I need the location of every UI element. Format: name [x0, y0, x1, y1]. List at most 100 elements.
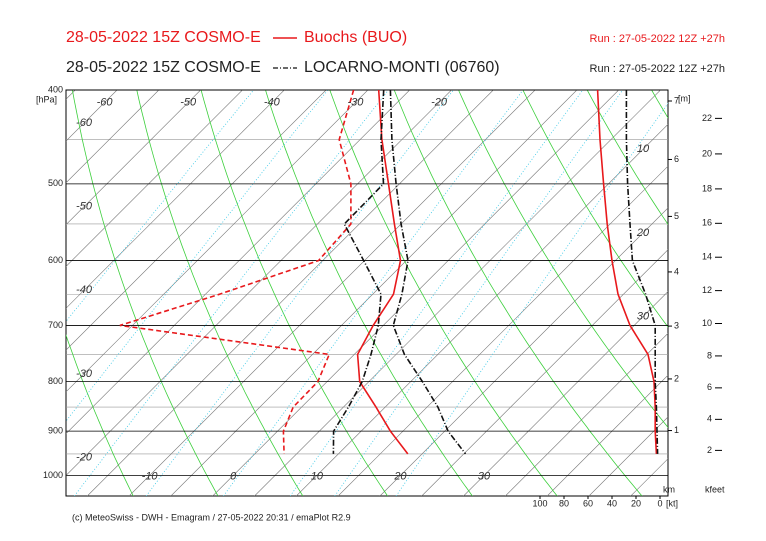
- isotherm-label: 30: [478, 470, 491, 482]
- run-info: Run : 27-05-2022 12Z +27h: [590, 63, 725, 75]
- wind-tick-label: 80: [559, 498, 569, 508]
- isotherm: [254, 90, 661, 496]
- isotherm-label: 10: [311, 470, 324, 482]
- wind-tick-label: 100: [532, 498, 547, 508]
- km-tick-label: 3: [674, 320, 679, 330]
- isotherm-label: -30: [76, 368, 93, 380]
- footer: (c) MeteoSwiss - DWH - Emagram / 27-05-2…: [72, 512, 351, 522]
- y-axis-label: [hPa]: [36, 94, 57, 104]
- wind-tick-label: 20: [631, 498, 641, 508]
- isotherm: [66, 90, 369, 393]
- dewpoint-line: [119, 90, 355, 454]
- temperature-line: [389, 90, 467, 455]
- kfeet-tick-label: 12: [702, 285, 712, 295]
- data: [119, 90, 659, 455]
- isotherm: [66, 90, 327, 351]
- kfeet-tick-label: 20: [702, 148, 712, 158]
- y-tick-label: 900: [48, 426, 63, 436]
- isotherm-label: -10: [142, 470, 159, 482]
- isotherm: [66, 90, 285, 309]
- isotherm: [66, 90, 201, 226]
- y-tick-label: 600: [48, 255, 63, 265]
- kfeet-tick-label: 14: [702, 252, 712, 262]
- isotherm-label: 20: [393, 470, 407, 482]
- dry-adiabat: [522, 90, 668, 328]
- isotherm: [673, 90, 766, 496]
- kfeet-tick-label: 8: [707, 350, 712, 360]
- wind-tick-label: 0: [657, 498, 662, 508]
- km-tick-label: 7: [674, 95, 679, 105]
- isotherm: [66, 90, 160, 184]
- isotherm: [505, 332, 668, 496]
- isotherm: [66, 90, 76, 100]
- dry-adiabat: [200, 90, 388, 496]
- isotherm: [337, 165, 668, 496]
- isotherm-label: -50: [180, 96, 197, 108]
- dry-adiabat: [0, 90, 49, 496]
- mixing-ratio: [145, 90, 454, 496]
- kfeet-tick-label: 4: [707, 414, 712, 424]
- km-tick-label: 4: [674, 266, 679, 276]
- title-prefix: 28-05-2022 15Z COSMO-E: [66, 59, 261, 76]
- grid: [0, 90, 766, 496]
- dry-adiabat: [329, 90, 558, 496]
- y-tick-label: 1000: [43, 470, 63, 480]
- isotherm: [170, 90, 578, 496]
- isotherm-label: -50: [76, 201, 93, 213]
- wind-tick-label: 40: [607, 498, 617, 508]
- plot-frame: [65, 89, 669, 497]
- isotherm: [66, 90, 410, 435]
- isotherm: [714, 90, 766, 496]
- kfeet-tick-label: 18: [702, 183, 712, 193]
- dewpoint-line: [332, 90, 385, 454]
- isotherm: [296, 123, 668, 496]
- km-label: km: [663, 484, 675, 494]
- dry-adiabat: [716, 90, 766, 496]
- dry-adiabat: [72, 90, 219, 496]
- dry-adiabat: [265, 90, 473, 496]
- legend-label: LOCARNO-MONTI (06760): [304, 59, 500, 76]
- wind-tick-label: 60: [583, 498, 593, 508]
- dry-adiabat: [136, 90, 304, 496]
- kfeet-tick-label: 16: [702, 218, 712, 228]
- isotherm-label: 0: [230, 470, 237, 482]
- isotherm-label: 10: [637, 143, 650, 155]
- km-tick-label: 5: [674, 211, 679, 221]
- dry-adiabat: [66, 333, 134, 496]
- y-tick-label: 400: [48, 84, 63, 94]
- isotherm: [546, 374, 668, 496]
- kfeet-tick-label: 6: [707, 382, 712, 392]
- isotherm-label: -40: [76, 284, 93, 296]
- y-tick-label: 800: [48, 376, 63, 386]
- kfeet-label: kfeet: [705, 484, 725, 494]
- isotherm-label: -60: [76, 117, 93, 129]
- isotherm: [421, 249, 668, 496]
- isotherm-label: -20: [76, 451, 93, 463]
- title-prefix: 28-05-2022 15Z COSMO-E: [66, 29, 261, 46]
- y-tick-label: 700: [48, 320, 63, 330]
- dry-adiabat: [393, 90, 643, 496]
- mixing-ratio: [223, 90, 524, 496]
- mixing-ratio: [289, 90, 584, 496]
- wind-speed-line: [625, 90, 659, 454]
- isotherm-label: -20: [431, 96, 448, 108]
- isotherm-label: -30: [347, 96, 364, 108]
- isotherm: [87, 90, 494, 496]
- wind-speed-line: [596, 90, 658, 454]
- temperature-line: [356, 90, 409, 455]
- kfeet-tick-label: 22: [702, 113, 712, 123]
- km-tick-label: 6: [674, 154, 679, 164]
- run-info: Run : 27-05-2022 12Z +27h: [590, 33, 725, 45]
- isotherm: [0, 90, 33, 496]
- isotherm-label: -40: [264, 96, 281, 108]
- kfeet-tick-label: 2: [707, 445, 712, 455]
- mixing-ratio: [74, 90, 389, 496]
- isotherm: [463, 291, 668, 496]
- isotherm: [212, 90, 619, 496]
- y-tick-label: 500: [48, 178, 63, 188]
- isotherm-label: 20: [636, 227, 650, 239]
- legend-label: Buochs (BUO): [304, 29, 407, 46]
- dry-adiabat: [586, 90, 668, 226]
- isotherm-label: -60: [97, 96, 114, 108]
